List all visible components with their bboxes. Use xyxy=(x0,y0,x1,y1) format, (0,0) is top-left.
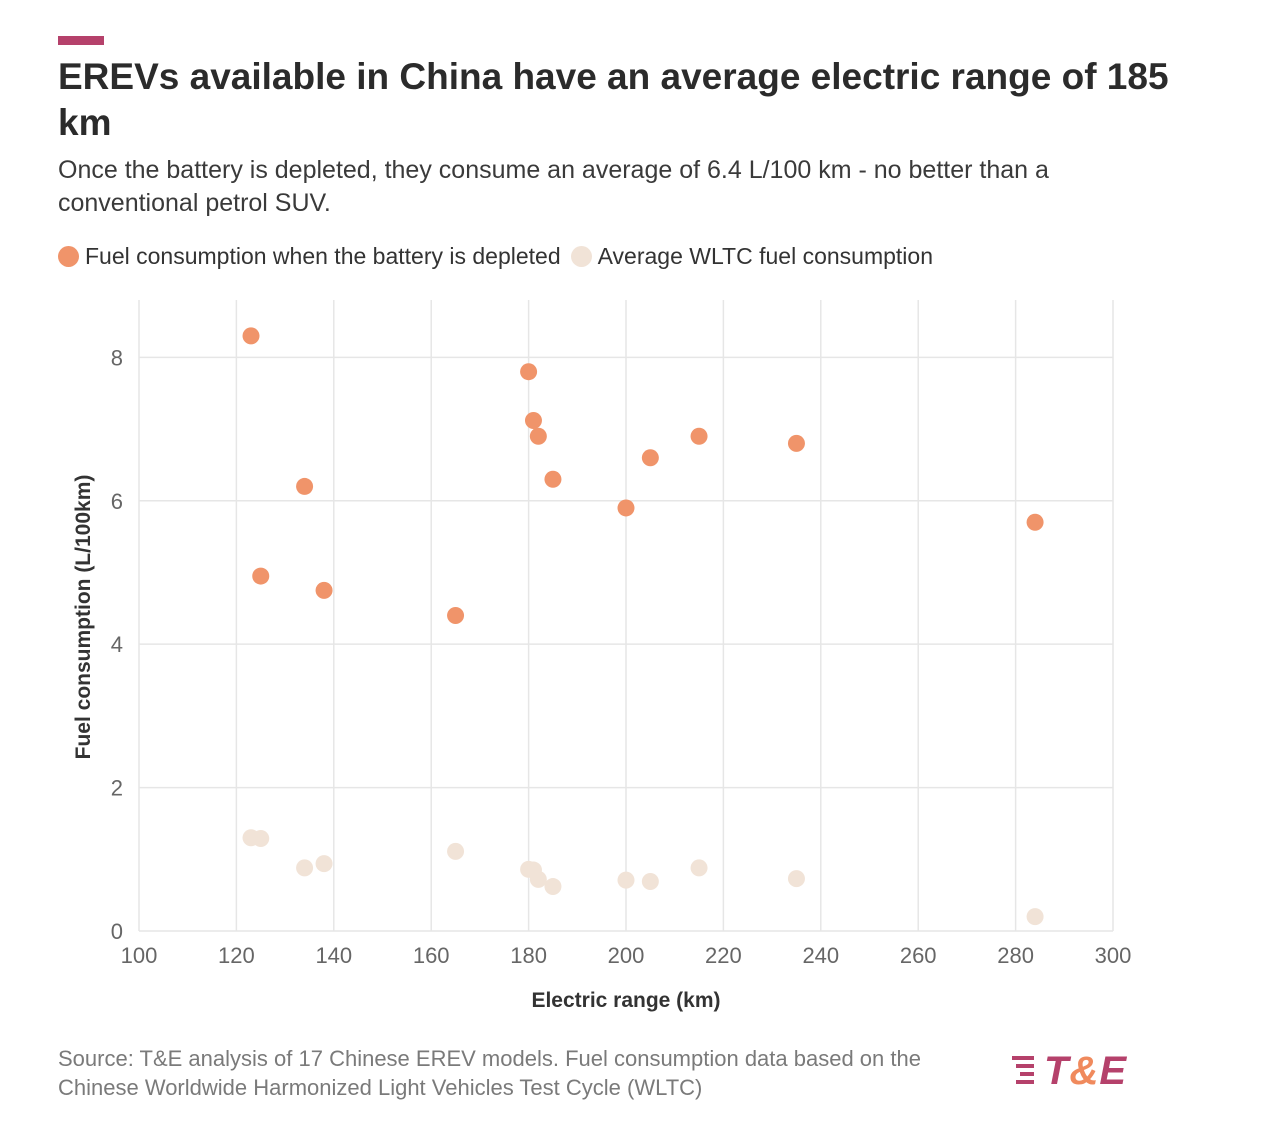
depleted-point xyxy=(520,363,538,381)
legend: Fuel consumption when the battery is dep… xyxy=(58,240,943,272)
data-points xyxy=(242,327,1044,926)
source-note: Source: T&E analysis of 17 Chinese EREV … xyxy=(58,1046,921,1100)
x-tick-label: 280 xyxy=(997,943,1034,968)
y-axis-label: Fuel consumption (L/100km) xyxy=(72,475,95,760)
legend-label-wltc: Average WLTC fuel consumption xyxy=(597,242,933,269)
logo-letter-e: E xyxy=(1099,1048,1128,1093)
wltc-point xyxy=(529,870,547,888)
wltc-point xyxy=(690,859,708,877)
depleted-point xyxy=(252,567,270,585)
depleted-point xyxy=(524,411,542,429)
depleted-point xyxy=(529,427,547,445)
wltc-point xyxy=(296,859,314,877)
legend-swatch-depleted xyxy=(58,245,79,267)
axis-ticks: 100 120 140 160 180 200 220 240 260 280 300 0 2 4 6 8 xyxy=(111,345,1132,968)
x-tick-label: 120 xyxy=(218,943,255,968)
chart-subtitle: Once the battery is depleted, they consu… xyxy=(58,156,1049,217)
legend-item-depleted: Fuel consumption when the battery is dep… xyxy=(58,243,561,270)
x-tick-label: 100 xyxy=(121,943,158,968)
x-tick-label: 140 xyxy=(315,943,352,968)
depleted-point xyxy=(617,499,635,517)
x-axis-label: Electric range (km) xyxy=(531,989,720,1012)
depleted-point xyxy=(242,327,260,345)
y-tick-label: 6 xyxy=(111,489,123,514)
depleted-point xyxy=(544,470,562,488)
depleted-point xyxy=(296,477,314,495)
grid xyxy=(138,300,1114,932)
depleted-point xyxy=(641,449,659,467)
wltc-point xyxy=(617,871,635,889)
logo-stripes-icon xyxy=(1012,1056,1034,1084)
legend-label-depleted: Fuel consumption when the battery is dep… xyxy=(85,242,561,269)
wltc-point xyxy=(252,830,270,848)
depleted-point xyxy=(1026,513,1044,531)
legend-swatch-wltc xyxy=(570,245,592,267)
scatter-chart: 100 120 140 160 180 200 220 240 260 280 300 0 2 4 6 8 E… xyxy=(72,300,1132,1012)
logo-ampersand: & xyxy=(1069,1048,1100,1093)
x-tick-label: 260 xyxy=(900,943,937,968)
depleted-point xyxy=(787,434,805,452)
legend-item-wltc: Average WLTC fuel consumption xyxy=(570,242,933,270)
wltc-point xyxy=(787,870,805,888)
x-tick-label: 200 xyxy=(608,943,645,968)
logo-wordmark: T&E xyxy=(1044,1049,1127,1094)
wltc-point xyxy=(1026,908,1044,926)
depleted-point xyxy=(690,427,708,445)
x-tick-label: 300 xyxy=(1095,943,1132,968)
y-tick-label: 2 xyxy=(111,776,123,801)
te-logo: T&E xyxy=(1010,1046,1127,1096)
wltc-point xyxy=(447,842,465,860)
x-tick-label: 240 xyxy=(802,943,839,968)
depleted-point xyxy=(447,607,465,624)
x-tick-label: 160 xyxy=(413,943,450,968)
y-tick-label: 4 xyxy=(111,632,123,657)
depleted-point xyxy=(315,581,333,599)
y-tick-label: 8 xyxy=(111,345,123,370)
wltc-point xyxy=(315,855,333,873)
x-tick-label: 220 xyxy=(705,943,742,968)
wltc-point xyxy=(641,873,659,891)
accent-bar xyxy=(58,36,104,45)
y-tick-label: 0 xyxy=(111,919,123,944)
logo-letter-t: T xyxy=(1044,1048,1070,1093)
wltc-point xyxy=(544,878,562,896)
x-tick-label: 180 xyxy=(510,943,547,968)
chart-title: EREVs available in China have an average… xyxy=(58,56,1169,143)
